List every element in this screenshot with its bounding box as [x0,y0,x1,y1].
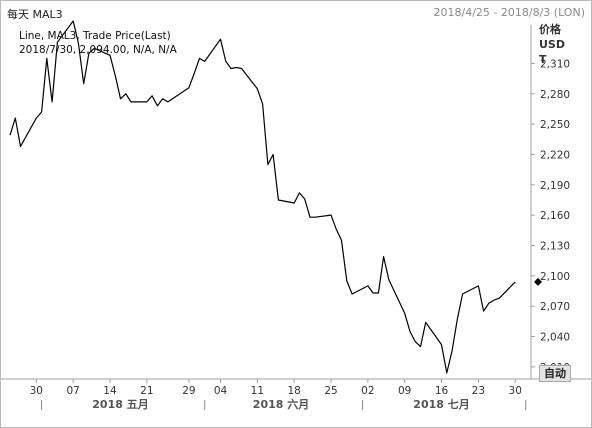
x-tick-label: 02 [361,385,374,397]
x-axis: 30 07 14 21 29 04 11 18 25 02 09 16 23 30 [30,379,522,397]
month-axis: 2018 五月 2018 六月 2018 七月 [41,397,527,411]
y-tick-label: 2,250 [540,119,570,131]
x-tick-label: 23 [472,385,485,397]
y-unit-label-1: 价格 [539,22,562,36]
y-tick-label: 2,190 [540,180,570,192]
frequency-label: 每天 [7,8,29,21]
y-tick-label: 2,070 [540,301,570,313]
legend-series: Line, MAL3, Trade Price(Last) [19,30,171,42]
x-tick-label: 25 [324,385,337,397]
x-tick-label: 11 [251,385,264,397]
y-tick-label: 2,040 [540,332,570,344]
header-title: 每天 MAL3 [7,6,63,22]
y-unit-label-3: T [539,53,547,66]
axes-frame [1,25,591,380]
y-unit-label-2: USD [539,38,565,51]
month-label: 2018 七月 [413,397,469,411]
current-value-marker [534,277,542,286]
month-label: 2018 五月 [92,398,148,411]
x-tick-label: 07 [66,385,79,397]
series-group [9,20,542,374]
y-tick-label: 2,160 [540,210,570,222]
x-tick-label: 30 [509,385,522,397]
x-tick-label: 21 [140,385,153,397]
legend-last-value: 2018/7/30, 2,094.00, N/A, N/A [19,44,178,56]
chart-header: 每天 MAL3 2018/4/25 - 2018/8/3 (LON) [1,1,591,25]
instrument-label: MAL3 [32,8,63,21]
y-tick-label: 2,100 [540,271,570,283]
y-tick-label: 2,220 [540,149,570,161]
x-tick-label: 18 [287,385,300,397]
series-line-mal3 [9,20,516,374]
date-range-label: 2018/4/25 - 2018/8/3 (LON) [433,6,585,19]
x-tick-label: 16 [435,385,449,397]
month-label: 2018 六月 [253,397,309,411]
auto-scale-button[interactable]: 自动 [539,365,571,382]
x-tick-label: 09 [398,385,411,397]
y-axis: 2,0102,0402,0702,1002,1302,1602,1902,220… [531,58,570,374]
x-tick-label: 14 [103,385,117,397]
x-tick-label: 04 [214,385,228,397]
x-tick-label: 30 [30,385,43,397]
y-tick-label: 2,280 [540,89,570,101]
x-tick-label: 29 [182,385,195,397]
y-tick-label: 2,130 [540,240,570,252]
y-tick-label: 2,310 [540,58,570,70]
